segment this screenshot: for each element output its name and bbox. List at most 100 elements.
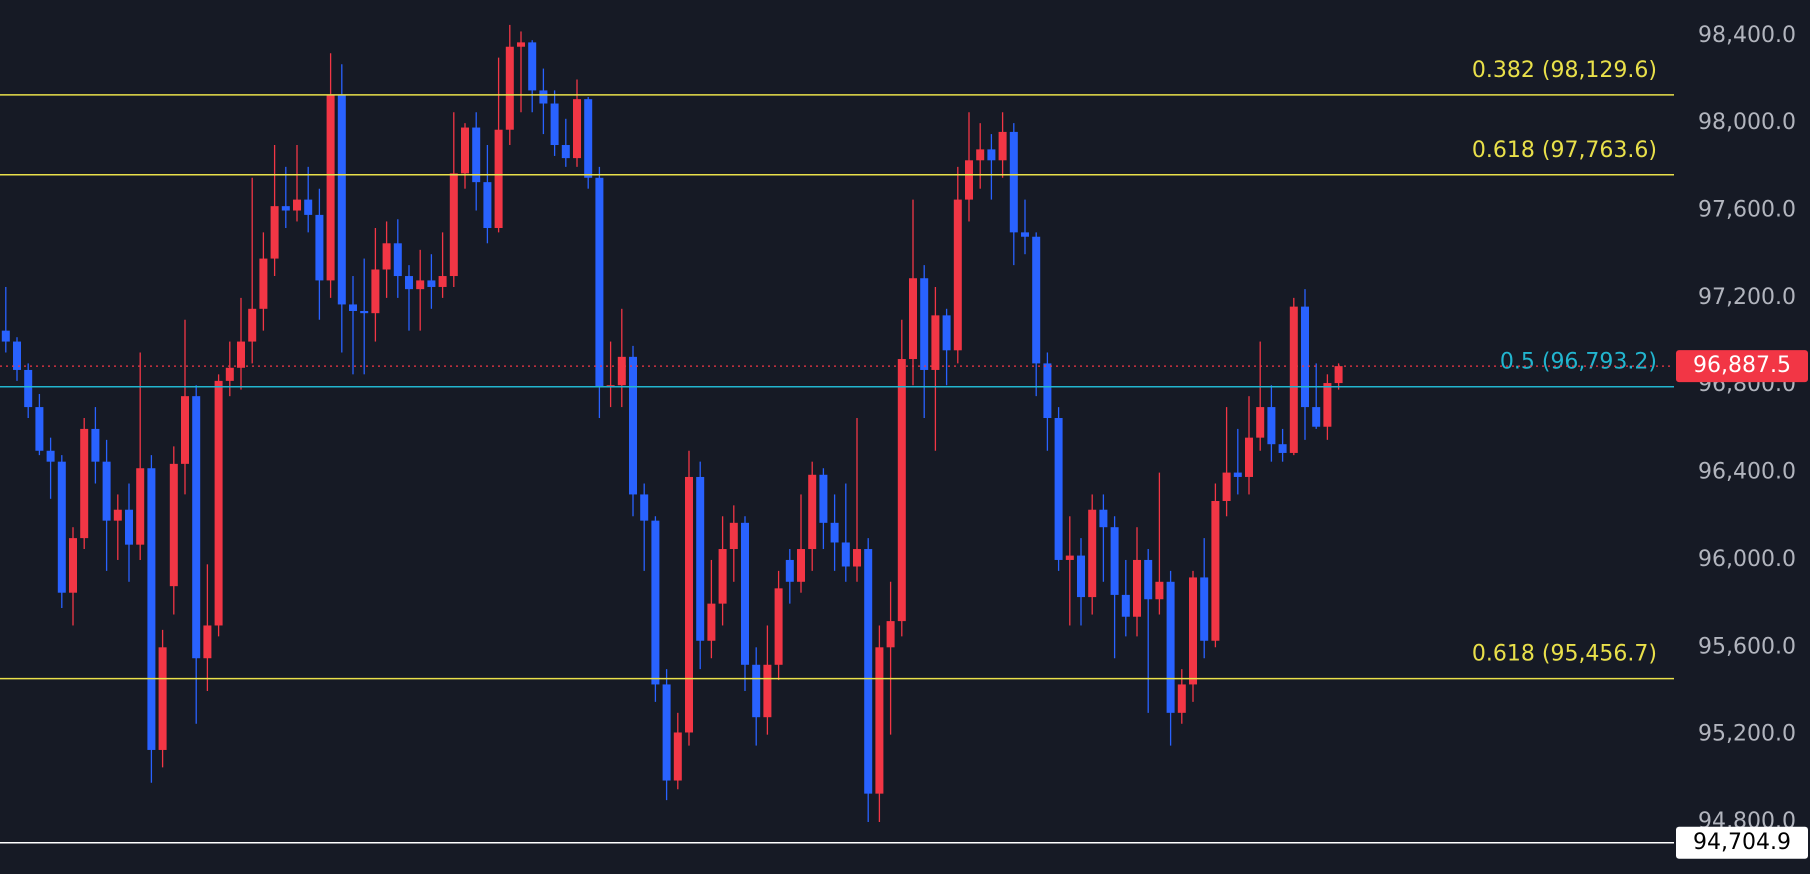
candle-body bbox=[1278, 444, 1287, 453]
candle-body bbox=[91, 428, 100, 462]
candle-body bbox=[752, 664, 761, 718]
candle-body bbox=[1289, 306, 1298, 453]
candle-body bbox=[517, 42, 525, 47]
candle-body bbox=[46, 450, 55, 462]
candle-body bbox=[998, 131, 1007, 161]
candle-body bbox=[1088, 509, 1097, 598]
candle-body bbox=[1121, 594, 1130, 617]
candle-body bbox=[349, 304, 357, 311]
candle-body bbox=[584, 99, 593, 178]
y-tick-label: 95,200.0 bbox=[1698, 722, 1796, 747]
candle-body bbox=[248, 308, 257, 342]
candle-body bbox=[841, 542, 850, 567]
candle-body bbox=[1245, 437, 1253, 477]
candle-body bbox=[438, 276, 447, 287]
candle-body bbox=[1312, 407, 1321, 427]
candle-body bbox=[382, 243, 391, 270]
price-marker-label: 94,704.9 bbox=[1693, 830, 1791, 855]
candle-body bbox=[931, 315, 940, 370]
candle-body bbox=[449, 173, 458, 277]
candle-body bbox=[214, 380, 223, 626]
candle-body bbox=[864, 549, 873, 794]
fib-level-label: 0.5 (96,793.2) bbox=[1500, 350, 1657, 375]
candle-body bbox=[1110, 527, 1119, 595]
candle-body bbox=[785, 559, 794, 582]
candle-body bbox=[270, 206, 279, 259]
candle-body bbox=[539, 90, 548, 104]
candle-body bbox=[113, 509, 122, 521]
candle-body bbox=[897, 359, 906, 622]
candle-body bbox=[136, 468, 145, 545]
candle-body bbox=[505, 46, 514, 130]
candle-body bbox=[707, 603, 716, 641]
candle-body bbox=[808, 474, 817, 550]
candle-body bbox=[1267, 407, 1276, 445]
candle-body bbox=[1211, 500, 1220, 641]
candle-body bbox=[640, 494, 649, 521]
candle-body bbox=[405, 276, 413, 290]
candle-body bbox=[819, 474, 828, 523]
candle-body bbox=[315, 214, 324, 281]
candle-body bbox=[953, 199, 962, 351]
candle-body bbox=[987, 149, 996, 161]
candle-body bbox=[158, 647, 167, 750]
candle-body bbox=[1077, 555, 1085, 598]
price-marker-box bbox=[1676, 350, 1808, 383]
y-tick-label: 95,600.0 bbox=[1698, 634, 1796, 659]
candle-body bbox=[696, 476, 705, 641]
candle-body bbox=[1, 330, 10, 342]
candle-body bbox=[1301, 306, 1309, 408]
candle-body bbox=[1334, 366, 1343, 384]
fib-level-label: 0.618 (97,763.6) bbox=[1472, 138, 1657, 163]
candle-body bbox=[13, 341, 21, 370]
candle-body bbox=[472, 127, 481, 183]
candle-body bbox=[337, 94, 346, 305]
candle-body bbox=[875, 647, 884, 794]
candle-body bbox=[651, 520, 660, 685]
y-tick-label: 98,000.0 bbox=[1698, 110, 1796, 135]
candle-body bbox=[1065, 555, 1074, 560]
candle-body bbox=[1256, 407, 1265, 438]
candle-body bbox=[662, 684, 671, 781]
candle-body bbox=[685, 476, 693, 733]
candle-body bbox=[1189, 577, 1197, 685]
candle-body bbox=[965, 160, 973, 200]
candle-body bbox=[169, 463, 178, 587]
candle-body bbox=[1222, 472, 1231, 501]
candle-body bbox=[57, 461, 66, 593]
candle-body bbox=[147, 468, 156, 750]
candle-body bbox=[24, 369, 33, 408]
candle-body bbox=[125, 509, 133, 545]
candle-body bbox=[561, 145, 570, 159]
candle-body bbox=[853, 549, 861, 567]
candle-body bbox=[729, 522, 738, 550]
candle-body bbox=[741, 522, 749, 665]
candle-body bbox=[718, 549, 727, 604]
candle-body bbox=[976, 149, 985, 161]
candle-body bbox=[326, 94, 335, 281]
candle-body bbox=[461, 127, 469, 174]
candle-body bbox=[393, 243, 402, 277]
candle-body bbox=[774, 588, 783, 665]
y-tick-label: 97,200.0 bbox=[1698, 285, 1796, 310]
candle-body bbox=[830, 522, 839, 543]
candle-body bbox=[763, 664, 772, 718]
candle-body bbox=[427, 280, 436, 287]
candle-body bbox=[886, 621, 895, 648]
candle-body bbox=[573, 99, 581, 159]
candle-body bbox=[293, 199, 301, 211]
candle-body bbox=[1054, 418, 1063, 560]
candle-body bbox=[1177, 684, 1186, 713]
candle-body bbox=[1032, 236, 1041, 364]
candle-body bbox=[617, 356, 626, 386]
candle-body bbox=[102, 461, 111, 521]
candle-body bbox=[281, 206, 290, 211]
y-tick-label: 96,400.0 bbox=[1698, 460, 1796, 485]
price-marker-box bbox=[1676, 826, 1808, 859]
candle-body bbox=[259, 258, 268, 309]
fib-level-label: 0.382 (98,129.6) bbox=[1472, 58, 1657, 83]
candle-body bbox=[371, 269, 380, 314]
candle-body bbox=[1009, 131, 1018, 233]
candle-body bbox=[181, 396, 189, 464]
